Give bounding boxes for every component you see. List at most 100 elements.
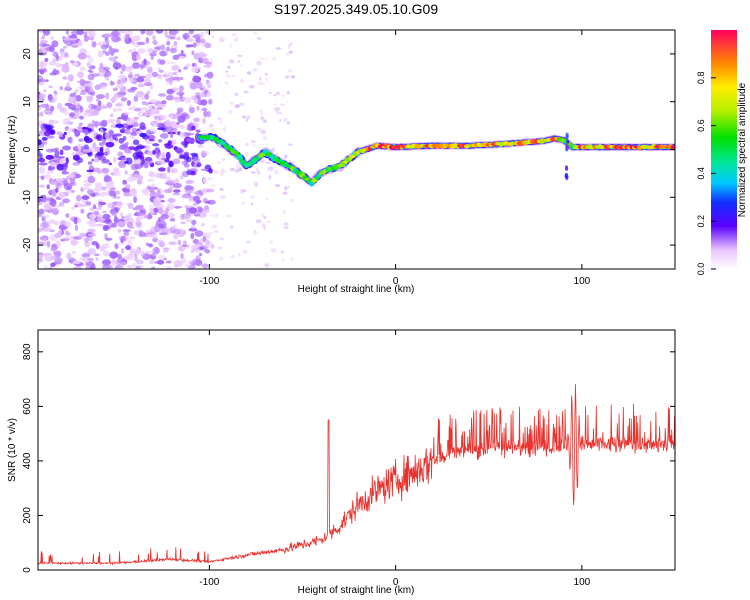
- spectrogram-noise-blob: [105, 76, 110, 81]
- spectrogram-noise-blob: [72, 260, 81, 265]
- spectrogram-noise-blob: [64, 52, 69, 57]
- snr-y-axis-label: SNR (10 * v/v): [7, 418, 18, 482]
- spectrogram-noise-blob: [288, 160, 291, 163]
- spectrogram-noise-blob: [65, 157, 69, 165]
- spectrogram-noise-blob: [67, 174, 76, 179]
- spectrogram-noise-blob: [106, 102, 113, 109]
- spectrogram-y-tick-label: -10: [22, 190, 33, 205]
- spectrogram-noise-blob: [150, 108, 157, 114]
- spectrogram-noise-blob: [242, 249, 248, 255]
- spectrogram-noise-blob: [230, 254, 236, 259]
- spectrogram-noise-blob: [198, 38, 206, 44]
- spectrogram-noise-blob: [204, 30, 211, 35]
- spectrogram-noise-blob: [190, 232, 195, 240]
- spectrogram-noise-blob: [104, 132, 110, 140]
- spectrogram-noise-blob: [147, 178, 155, 182]
- spectrogram-noise-blob: [143, 58, 147, 65]
- spectrogram-noise-blob: [59, 159, 67, 164]
- spectrogram-noise-blob: [291, 198, 294, 203]
- spectrogram-noise-blob: [206, 71, 214, 79]
- spectrogram-noise-blob: [50, 105, 55, 112]
- spectrogram-noise-blob: [231, 32, 237, 37]
- spectrogram-noise-blob: [46, 184, 50, 190]
- spectrogram-noise-blob: [261, 222, 266, 228]
- spectrogram-noise-blob: [65, 213, 70, 218]
- spectrogram-noise-blob: [139, 97, 146, 100]
- spectrogram-noise-blob: [168, 77, 173, 86]
- spectrogram-noise-blob: [192, 258, 200, 265]
- spectrogram-noise-blob: [41, 137, 48, 141]
- spectrogram-noise-blob: [121, 235, 126, 241]
- spectrogram-noise-blob: [246, 240, 251, 244]
- spectrogram-noise-blob: [154, 46, 161, 50]
- spectrogram-noise-blob: [117, 253, 122, 259]
- spectrogram-noise-blob: [95, 257, 99, 261]
- spectrogram-noise-blob: [103, 66, 110, 71]
- spectrogram-noise-blob: [118, 30, 125, 34]
- spectrogram-noise-blob: [227, 110, 233, 115]
- spectrogram-noise-blob: [65, 232, 71, 236]
- spectrogram-noise-blob: [69, 112, 75, 117]
- spectrogram-noise-blob: [38, 82, 45, 86]
- spectrogram-noise-blob: [172, 96, 182, 100]
- spectrogram-noise-blob: [79, 115, 84, 120]
- snr-x-ticks: -100 0 100: [199, 330, 591, 588]
- spectrogram-noise-blob: [184, 263, 190, 268]
- spectrogram-noise-blob: [113, 107, 118, 112]
- spectrogram-noise-blob: [135, 216, 141, 223]
- spectrogram-noise-blob: [151, 232, 158, 239]
- spectrogram-noise-blob: [102, 50, 107, 54]
- spectrogram-noise-blob: [112, 201, 118, 205]
- spectrogram-noise-blob: [87, 248, 96, 255]
- spectrogram-noise-blob: [166, 78, 170, 85]
- spectrogram-noise-blob: [72, 97, 77, 106]
- spectrogram-noise-blob: [285, 75, 290, 79]
- spectrogram-noise-blob: [286, 90, 290, 95]
- spectrogram-noise-blob: [102, 243, 110, 249]
- spectrogram-noise-blob: [62, 198, 70, 204]
- spectrogram-noise-blob: [146, 90, 151, 95]
- spectrogram-noise-blob: [268, 174, 272, 180]
- spectrogram-noise-blob: [126, 265, 133, 268]
- spectrogram-noise-blob: [211, 35, 215, 39]
- spectrogram-noise-blob: [145, 102, 149, 106]
- spectrogram-noise-blob: [219, 257, 224, 261]
- spectrogram-noise-blob: [153, 197, 162, 203]
- spectrogram-noise-blob: [132, 48, 137, 51]
- spectrogram-noise-blob: [172, 158, 181, 165]
- spectrogram-noise-blob: [125, 65, 132, 72]
- spectrogram-noise-blob: [44, 265, 48, 269]
- spectrogram-noise-blob: [169, 47, 177, 54]
- spectrogram-noise-blob: [95, 207, 102, 211]
- spectrogram-noise-blob: [140, 251, 146, 258]
- spectrogram-noise-blob: [152, 212, 157, 216]
- spectrogram-noise-blob: [137, 83, 146, 88]
- spectrogram-noise-blob: [140, 64, 147, 69]
- spectrogram-noise-blob: [166, 46, 170, 52]
- spectrogram-noise-blob: [133, 196, 138, 203]
- spectrogram-noise-blob: [93, 187, 101, 192]
- spectrogram-noise-blob: [200, 150, 210, 157]
- spectrogram-noise-blob: [240, 78, 244, 84]
- colorbar-tick-label: 0.2: [696, 215, 706, 228]
- spectrogram-noise-blob: [114, 190, 121, 195]
- spectrogram-noise-blob: [199, 92, 205, 98]
- spectrogram-noise-blob: [78, 138, 84, 142]
- spectrogram-y-tick-label: 10: [22, 96, 33, 108]
- spectrogram-noise-blob: [178, 85, 184, 92]
- spectrogram-noise-blob: [39, 69, 45, 75]
- spectrogram-noise-blob: [66, 81, 70, 89]
- spectrogram-noise-blob: [182, 240, 187, 245]
- spectrogram-noise-blob: [119, 77, 127, 85]
- spectrogram-noise-blob: [67, 74, 74, 82]
- colorbar-tick-label: 0.4: [696, 167, 706, 180]
- spectrogram-noise-blob: [77, 143, 82, 151]
- spectrogram-noise-blob: [87, 161, 93, 165]
- spectrogram-noise-blob: [133, 95, 139, 102]
- spectrogram-noise-blob: [196, 246, 201, 253]
- spectrogram-noise-blob: [127, 239, 133, 247]
- spectrogram-noise-blob: [165, 207, 169, 215]
- spectrogram-noise-blob: [62, 145, 72, 151]
- spectrogram-noise-blob: [157, 239, 164, 247]
- spectrogram-noise-blob: [180, 221, 186, 225]
